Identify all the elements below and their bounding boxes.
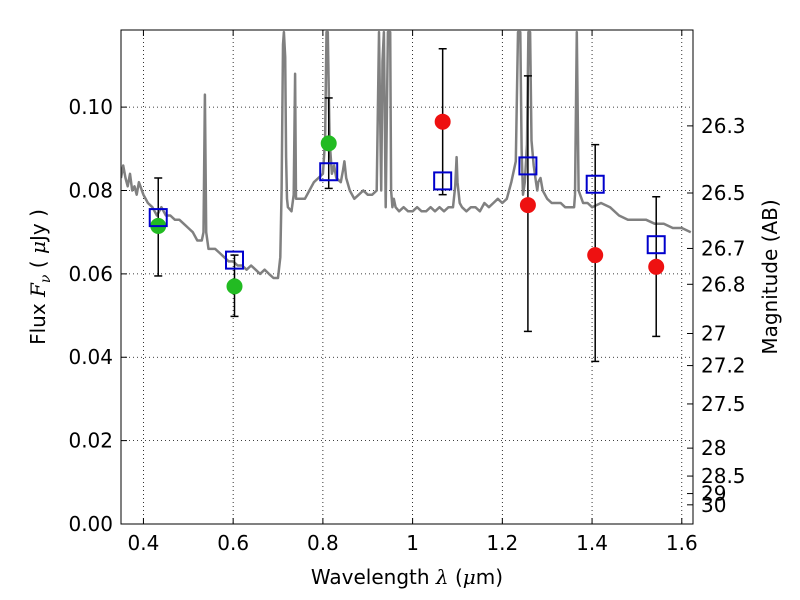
magnitude-tick-label: 27.5 [701,392,746,416]
magnitude-tick-label: 27.2 [701,354,746,378]
data-point-2-2 [587,247,604,264]
x-tick-label: 1 [406,531,419,555]
y-tick-label: 0.04 [68,345,113,369]
y-axis-ticks: 0.00 0.02 0.04 0.06 0.08 0.10 [68,95,127,536]
data-point-1-2 [320,135,337,152]
y-axis-right-title: Magnitude (AB) [758,199,782,354]
x-tick-label: 0.6 [217,531,249,555]
model-point-0-3 [433,171,453,191]
plot-frame [120,29,694,525]
magnitude-tick-label: 30 [701,493,726,517]
spectrum-layer [121,30,692,280]
magnitude-tick-label: 26.3 [701,114,746,138]
model-spectrum-line [121,30,692,280]
data-point-2-1 [519,197,536,214]
data-point-2-3 [648,258,665,275]
model-point-0-6 [646,235,666,255]
model-point-0-2 [319,162,339,182]
x-tick-label: 0.4 [128,531,160,555]
model-point-0-1 [225,250,245,270]
plot-content [121,30,692,363]
y-tick-label: 0.08 [68,178,113,202]
magnitude-tick-label: 26.8 [701,272,746,296]
x-tick-label: 0.8 [307,531,339,555]
y-tick-label: 0.00 [68,512,113,536]
magnitude-tick-label: 28.5 [701,464,746,488]
x-axis-title: Wavelength λ (μm) [311,565,503,589]
model-point-0-4 [518,156,538,176]
data-point-1-1 [226,278,243,295]
model-point-0-5 [585,174,605,194]
magnitude-tick-label: 29 [701,482,726,506]
marker-layer [148,113,666,295]
x-tick-label: 1.4 [576,531,608,555]
data-point-2-0 [434,113,451,130]
y-tick-label: 0.02 [68,429,113,453]
y-tick-label: 0.06 [68,262,113,286]
plot-area [121,30,693,524]
magnitude-tick-label: 27 [701,321,726,345]
y-tick-label: 0.10 [68,95,113,119]
x-tick-label: 1.6 [666,531,698,555]
y-axis-title: Flux Fν ( μJy ) [26,209,54,345]
model-point-0-0 [148,208,168,228]
magnitude-tick-label: 28 [701,436,726,460]
magnitude-tick-label: 26.7 [701,236,746,260]
x-tick-label: 1.2 [486,531,518,555]
magnitude-tick-label: 26.5 [701,181,746,205]
x-axis-ticks: 0.4 0.6 0.8 1 1.2 1.4 1.6 [128,30,698,555]
